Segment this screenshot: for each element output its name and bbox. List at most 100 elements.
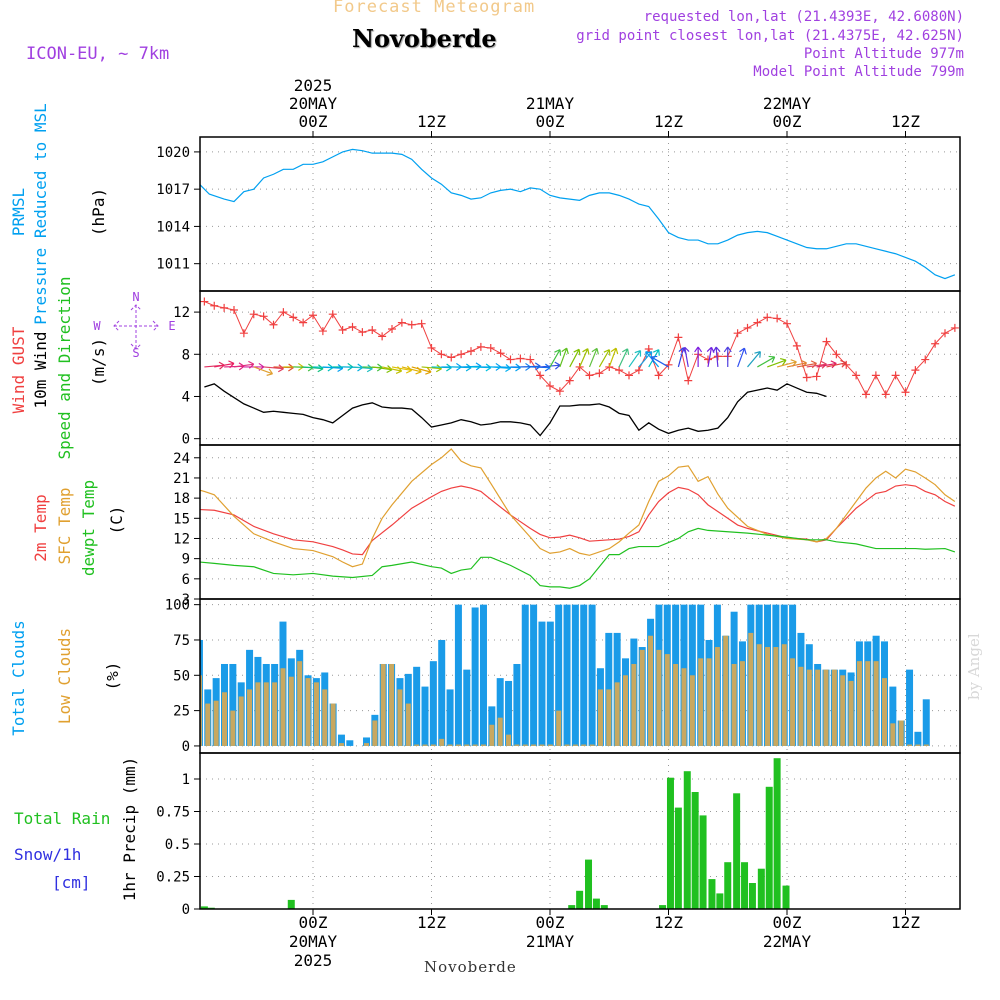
gust-marker	[437, 350, 446, 359]
gust-marker	[299, 318, 308, 327]
requested-coords: requested lon,lat (21.4393E, 42.6080N)	[643, 9, 964, 25]
low-cloud-bar	[856, 661, 862, 746]
wind-arrow	[569, 348, 581, 368]
wind-arrow	[650, 355, 669, 368]
gust-marker	[802, 373, 811, 382]
low-cloud-bar	[480, 744, 486, 746]
wind-arrow	[681, 346, 690, 368]
precip-frame	[199, 752, 961, 910]
compass-w: W	[93, 319, 101, 333]
gust-marker	[753, 318, 762, 327]
low-cloud-bar	[447, 744, 453, 746]
total-cloud-bar	[429, 661, 437, 746]
precip-ytick-label: 0.75	[156, 805, 190, 821]
gust-marker	[654, 371, 663, 380]
wind-10m-label: 10m Wind	[31, 331, 50, 408]
wind-arrow	[588, 347, 599, 368]
low-cloud-bar	[798, 666, 804, 746]
gust-marker	[457, 350, 466, 359]
total-clouds-label: Total Clouds	[9, 620, 28, 736]
compass-s: S	[132, 346, 139, 360]
low-cloud-bar	[405, 703, 411, 746]
top-time-label: 12Z	[891, 112, 920, 131]
low-cloud-bar	[330, 703, 336, 746]
wind-ytick-label: 12	[173, 305, 190, 321]
low-cloud-bar	[806, 669, 812, 746]
temperature-ytick-label: 12	[173, 531, 190, 547]
pressure-ytick-label: 1011	[156, 257, 190, 273]
low-cloud-bar	[297, 661, 303, 746]
wind-speed-line	[204, 383, 827, 437]
low-cloud-bar	[464, 744, 470, 746]
gust-marker	[447, 353, 456, 362]
low-cloud-bar	[898, 720, 904, 746]
gust-marker	[704, 355, 712, 364]
wind-arrow	[253, 366, 274, 376]
low-cloud-bar	[873, 661, 879, 746]
precip-bar	[782, 885, 790, 909]
wind-arrow	[579, 348, 590, 368]
total-rain-label: Total Rain	[14, 809, 110, 828]
precip-bar	[585, 859, 593, 909]
low-cloud-bar	[455, 744, 461, 746]
gust-marker	[941, 329, 949, 338]
wind-arrow	[549, 349, 562, 368]
precip-bar	[765, 786, 773, 909]
gust-marker	[220, 303, 229, 312]
gust-marker	[595, 369, 604, 378]
wind-panel: 0 4 8 12	[173, 291, 960, 448]
gust-marker	[516, 354, 525, 363]
gust-marker	[358, 328, 367, 337]
low-cloud-bar	[389, 663, 395, 746]
low-cloud-bar	[631, 663, 637, 746]
gust-marker	[259, 312, 268, 321]
low-cloud-bar	[773, 647, 779, 746]
total-cloud-bar	[463, 669, 471, 746]
pressure-label-msl: Pressure Reduced to MSL	[31, 103, 50, 325]
precip-ytick-label: 1	[182, 772, 190, 788]
snow-unit-label: [cm]	[52, 873, 91, 892]
gust-marker	[862, 390, 870, 399]
total-cloud-bar	[471, 607, 479, 746]
top-time-label: 2025	[294, 76, 333, 95]
wind-arrow	[757, 355, 776, 368]
total-cloud-bar	[546, 621, 554, 746]
dewpoint-line	[200, 527, 956, 589]
low-cloud-bar	[656, 649, 662, 746]
total-cloud-bar	[337, 734, 345, 746]
pressure-panel: 1011 1014 1017 1020	[156, 137, 960, 291]
precip-ytick-label: 0.5	[165, 837, 190, 853]
low-cloud-bar	[472, 744, 478, 746]
low-cloud-bar	[338, 743, 344, 746]
low-cloud-bar	[648, 635, 654, 746]
total-cloud-bar	[906, 669, 914, 746]
low-cloud-bar	[263, 682, 269, 746]
temperature-ytick-label: 21	[173, 471, 190, 487]
low-cloud-bar	[238, 696, 244, 746]
gust-marker	[832, 350, 841, 359]
low-cloud-bar	[815, 669, 821, 746]
low-cloud-bar	[823, 669, 829, 746]
low-cloud-bar	[790, 658, 796, 746]
gust-marker	[634, 366, 643, 375]
precip-bar	[773, 758, 781, 909]
compass-icon: N S W E	[93, 290, 175, 360]
low-cloud-bar	[200, 675, 202, 746]
precip-bar	[600, 905, 608, 909]
wind-arrow	[712, 346, 721, 367]
clouds-ytick-label: 25	[173, 704, 190, 720]
precip-bar	[200, 906, 208, 909]
precip-bar	[748, 883, 756, 909]
gust-marker	[852, 371, 861, 380]
gust-marker	[239, 329, 248, 338]
low-cloud-bar	[748, 632, 754, 746]
precip-panel: 0 0.25 0.5 0.75 1	[156, 753, 960, 918]
gust-marker	[713, 352, 722, 361]
wind-arrow	[490, 364, 512, 372]
low-cloud-bar	[556, 710, 562, 746]
gust-marker	[397, 318, 406, 327]
top-time-label: 00Z	[773, 112, 802, 131]
pressure-frame	[199, 136, 961, 292]
total-cloud-bar	[363, 737, 371, 746]
